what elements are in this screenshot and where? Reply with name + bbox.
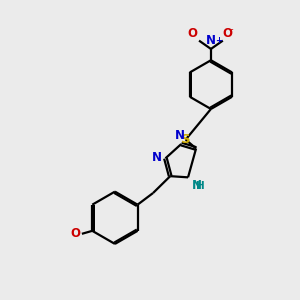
Text: N: N <box>192 179 202 192</box>
Text: +: + <box>215 36 222 45</box>
Text: N: N <box>175 129 185 142</box>
Text: ⁻: ⁻ <box>229 27 233 36</box>
Text: O: O <box>188 27 198 40</box>
Text: O: O <box>70 227 80 240</box>
Text: O: O <box>223 27 233 40</box>
Text: H: H <box>196 181 205 191</box>
Text: N: N <box>152 151 162 164</box>
Text: N: N <box>206 34 216 47</box>
Text: S: S <box>181 133 190 146</box>
